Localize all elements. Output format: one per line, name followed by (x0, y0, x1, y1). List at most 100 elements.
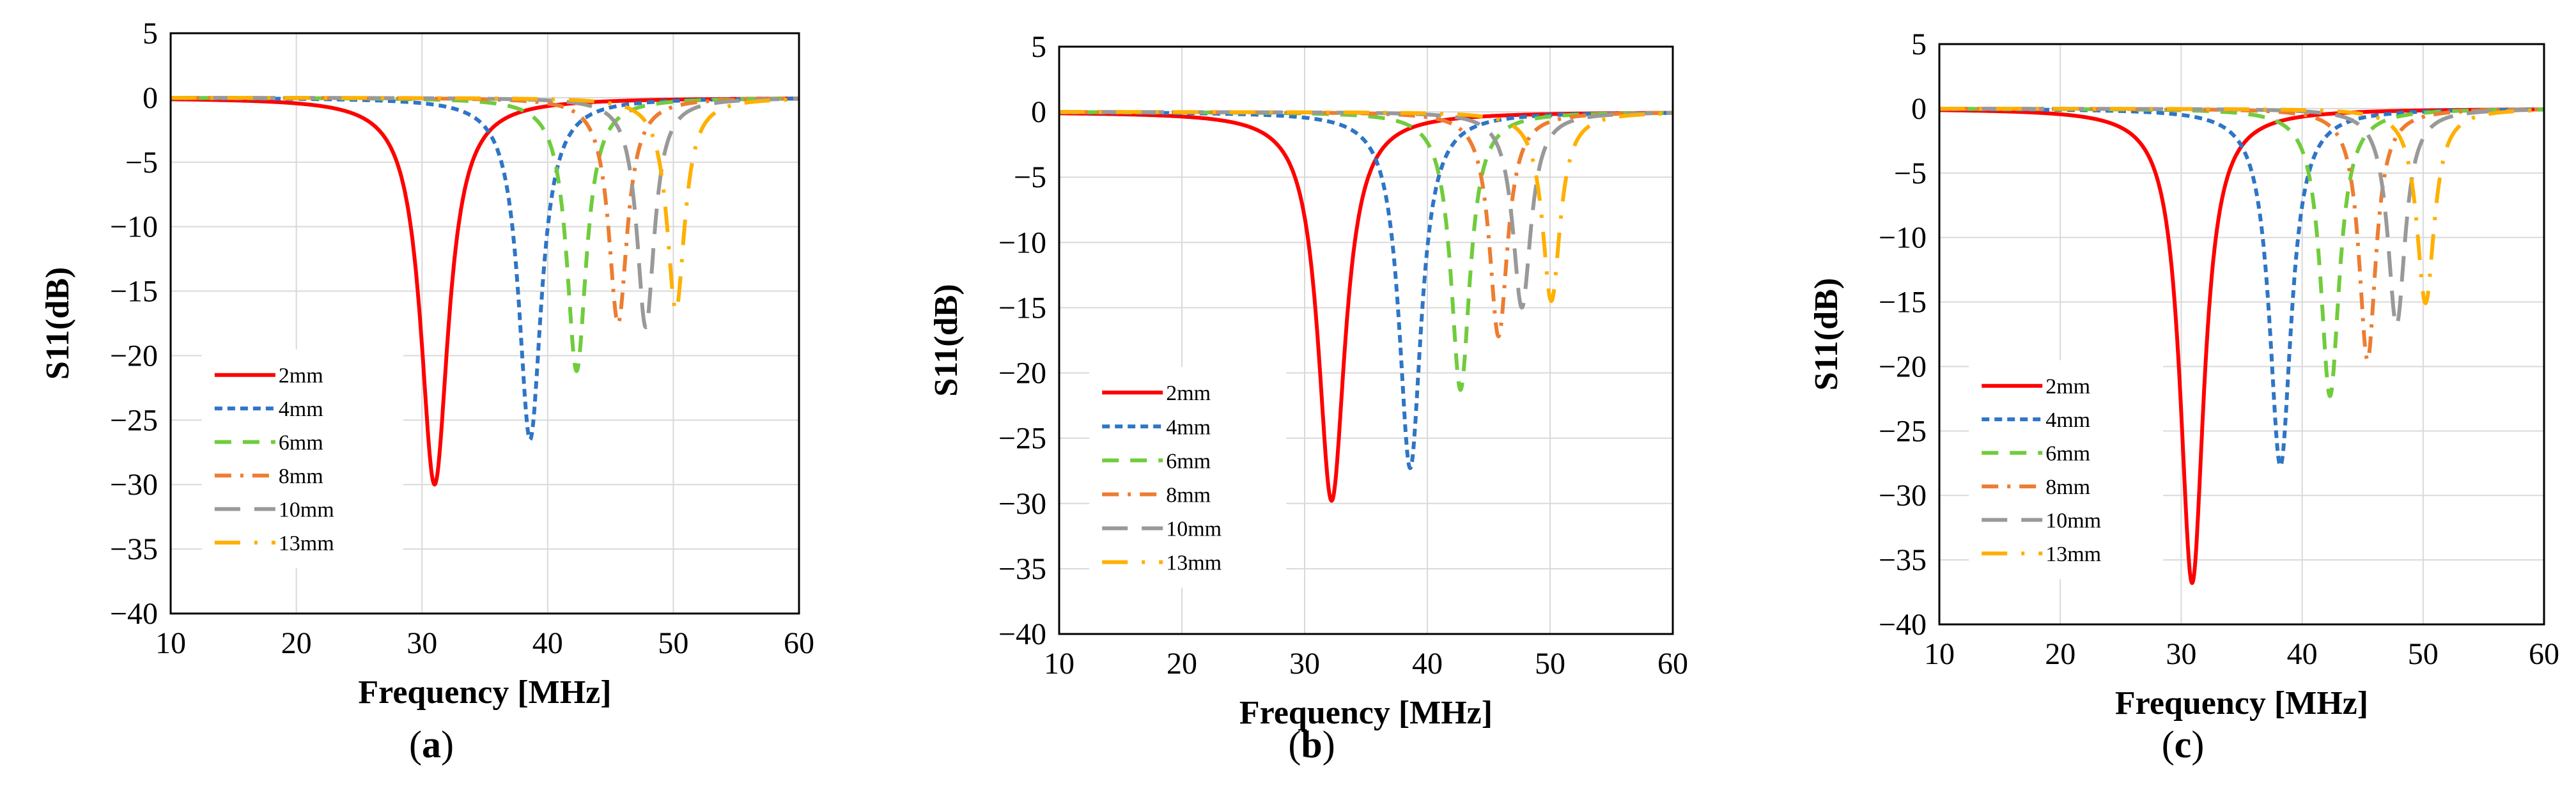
series-line-4mm (1939, 107, 2544, 468)
panel-caption: (c) (2162, 723, 2205, 766)
series-group (171, 96, 799, 487)
series-line-10mm (1939, 107, 2544, 327)
y-tick-label: 0 (1031, 95, 1046, 129)
legend-label-4mm: 4mm (279, 398, 323, 421)
y-tick-label: −40 (1879, 608, 1927, 642)
legend-label-13mm: 13mm (2045, 543, 2101, 566)
x-tick-label: 50 (1535, 647, 1565, 681)
y-tick-label: −20 (1879, 350, 1927, 383)
y-tick-label: −30 (1879, 479, 1927, 513)
y-tick-label: −30 (110, 468, 158, 502)
y-tick-label: 0 (143, 81, 158, 115)
plot-frame (169, 32, 800, 615)
series-line-6mm (1939, 107, 2544, 398)
x-tick-label: 60 (1657, 647, 1688, 681)
legend-label-13mm: 13mm (1166, 552, 1222, 575)
series-line-13mm (1939, 107, 2544, 305)
legend-label-2mm: 2mm (279, 364, 323, 388)
y-axis-title: S11(dB) (1808, 278, 1845, 390)
series-group (1059, 110, 1673, 503)
legend-label-8mm: 8mm (279, 465, 323, 488)
y-tick-label: −30 (998, 487, 1046, 521)
x-tick-label: 10 (1924, 637, 1955, 671)
legend-label-6mm: 6mm (1166, 449, 1211, 473)
plot-frame (1058, 45, 1674, 635)
chart-panel-c: 10 20 30 40 50 6050−5−10−15−20−25−30−35−40Fre… (1808, 27, 2559, 766)
y-tick-label: −35 (110, 532, 158, 566)
caption-letter: a (422, 723, 441, 766)
x-tick-label: 60 (784, 626, 814, 660)
x-tick-label: 10 (1044, 647, 1075, 681)
caption-paren-close: ) (2191, 723, 2204, 766)
y-tick-label: −15 (110, 275, 158, 309)
caption-paren-close: ) (1323, 723, 1335, 766)
y-tick-label: −15 (1879, 286, 1927, 320)
caption-letter: b (1301, 723, 1322, 766)
y-axis-title: S11(dB) (928, 284, 965, 396)
y-tick-label: −10 (1879, 221, 1927, 255)
x-axis-title: Frequency [MHz] (358, 674, 611, 711)
legend-label-8mm: 8mm (1166, 483, 1211, 507)
y-tick-label: −15 (998, 291, 1046, 325)
legend-label-13mm: 13mm (279, 532, 334, 555)
y-tick-label: −20 (998, 357, 1046, 390)
x-tick-label: 30 (2166, 637, 2196, 671)
x-tick-label: 40 (2287, 637, 2318, 671)
series-line-8mm (171, 96, 799, 325)
legend-label-10mm: 10mm (2045, 509, 2101, 533)
caption-paren-close: ) (441, 723, 454, 766)
series-group (1939, 107, 2544, 585)
y-tick-label: −40 (110, 597, 158, 631)
legend-label-10mm: 10mm (1166, 518, 1222, 541)
x-axis-title: Frequency [MHz] (2115, 685, 2368, 722)
y-tick-label: −5 (1014, 160, 1046, 194)
legend: 2mm 4mm 6mm 8mm 10mm 13mm (201, 349, 403, 569)
legend: 2mm 4mm 6mm 8mm 10mm 13mm (1969, 360, 2164, 580)
y-tick-label: 5 (143, 17, 158, 50)
plot-frame (1938, 43, 2545, 626)
series-line-10mm (171, 96, 799, 330)
caption-letter: c (2175, 723, 2192, 766)
y-tick-label: −35 (1879, 543, 1927, 577)
legend: 2mm 4mm 6mm 8mm 10mm 13mm (1089, 367, 1287, 588)
y-axis-title: S11(dB) (40, 267, 76, 380)
legend-label-2mm: 2mm (1166, 382, 1211, 405)
y-tick-label: −5 (1894, 157, 1927, 190)
y-tick-label: −40 (998, 617, 1046, 651)
y-tick-label: −5 (125, 146, 158, 180)
series-line-6mm (171, 96, 799, 373)
legend-label-6mm: 6mm (279, 431, 323, 455)
x-tick-label: 10 (155, 626, 186, 660)
y-tick-label: 5 (1911, 27, 1927, 61)
x-axis-title: Frequency [MHz] (1239, 695, 1493, 731)
x-tick-label: 40 (1412, 647, 1443, 681)
y-tick-label: −20 (110, 339, 158, 373)
x-tick-label: 50 (658, 626, 688, 660)
x-tick-label: 40 (532, 626, 563, 660)
x-tick-label: 30 (1289, 647, 1320, 681)
y-tick-label: 0 (1911, 92, 1927, 126)
series-line-10mm (1059, 110, 1673, 310)
series-line-8mm (1059, 110, 1673, 339)
legend-label-10mm: 10mm (279, 498, 334, 522)
caption-paren-open: ( (409, 723, 422, 766)
x-tick-label: 60 (2529, 637, 2559, 671)
legend-label-8mm: 8mm (2045, 475, 2090, 499)
legend-label-6mm: 6mm (2045, 442, 2090, 466)
x-tick-label: 20 (281, 626, 312, 660)
y-tick-label: −25 (998, 422, 1046, 456)
panel-caption: (a) (409, 723, 454, 766)
chart-panel-a: 10 20 30 40 50 6050−5−10−15−20−25−30−35−40Fre… (40, 17, 814, 766)
series-line-6mm (1059, 110, 1673, 392)
legend-background (1969, 360, 2164, 580)
x-tick-label: 50 (2408, 637, 2439, 671)
caption-paren-open: ( (2162, 723, 2175, 766)
x-tick-label: 20 (2045, 637, 2076, 671)
legend-background (201, 349, 403, 569)
y-tick-label: 5 (1031, 30, 1046, 64)
series-line-13mm (1059, 110, 1673, 304)
y-tick-label: −10 (110, 210, 158, 244)
legend-label-2mm: 2mm (2045, 375, 2090, 399)
x-tick-label: 30 (407, 626, 437, 660)
panel-caption: (b) (1288, 723, 1335, 766)
